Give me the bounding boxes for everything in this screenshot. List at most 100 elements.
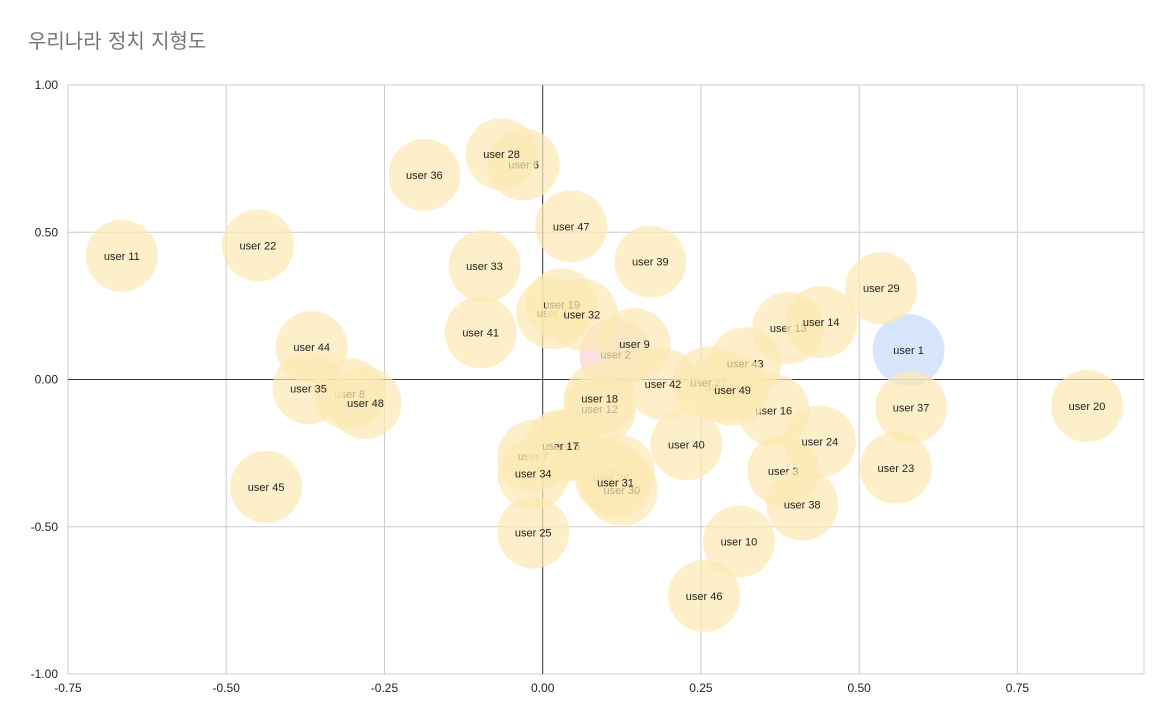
data-point: user 20	[1051, 370, 1124, 443]
data-point: user 44	[275, 311, 348, 384]
point-label: user 1	[893, 345, 924, 357]
point-bubble	[563, 362, 636, 435]
data-point: user 45	[230, 450, 303, 523]
y-tick-label: 0.00	[35, 373, 59, 387]
data-point: user 1	[872, 314, 945, 387]
point-bubble	[579, 446, 652, 519]
point-label: user 31	[597, 478, 634, 490]
point-label: user 34	[515, 469, 552, 481]
point-label: user 35	[290, 383, 327, 395]
point-bubble	[465, 118, 538, 191]
point-bubble	[872, 314, 945, 387]
y-tick-label: 0.50	[35, 225, 59, 239]
point-label: user 22	[240, 241, 277, 253]
point-label: user 36	[406, 170, 443, 182]
point-bubble	[785, 286, 858, 359]
point-label: user 14	[803, 317, 840, 329]
tick-labels: -0.75 -0.50 -0.25 0.00 0.25 0.50 0.75 1.00 0.50 0…	[31, 78, 1030, 695]
point-bubble	[702, 505, 775, 578]
point-label: user 49	[714, 385, 751, 397]
point-label: user 48	[347, 398, 384, 410]
data-point: user 42	[626, 347, 699, 420]
data-point: user 46	[668, 559, 741, 632]
y-tick-label: 1.00	[35, 78, 59, 92]
point-bubble	[329, 367, 402, 440]
data-point: user 11	[85, 219, 158, 292]
y-tick-label: -1.00	[31, 667, 59, 681]
point-label: user 37	[893, 402, 930, 414]
data-point: user 14	[785, 286, 858, 359]
point-label: user 42	[645, 379, 682, 391]
data-point: user 49	[696, 353, 769, 426]
data-point: user 22	[221, 209, 294, 282]
data-point: user 33	[448, 230, 521, 303]
point-bubble	[448, 230, 521, 303]
x-tick-label: -0.25	[371, 681, 399, 695]
data-point: user 41	[444, 296, 517, 369]
point-bubble	[230, 450, 303, 523]
data-point: user 48	[329, 367, 402, 440]
point-label: user 39	[632, 257, 669, 269]
x-tick-label: 0.00	[531, 681, 555, 695]
data-point: user 28	[465, 118, 538, 191]
point-bubble	[221, 209, 294, 282]
x-tick-label: -0.75	[54, 681, 82, 695]
point-label: user 29	[863, 283, 900, 295]
point-label: user 16	[755, 405, 792, 417]
point-label: user 28	[483, 149, 520, 161]
point-bubble	[614, 225, 687, 298]
point-bubble	[696, 353, 769, 426]
x-tick-label: -0.50	[213, 681, 241, 695]
data-point: user 37	[875, 371, 948, 444]
data-point: user 40	[650, 408, 723, 481]
point-bubble	[650, 408, 723, 481]
point-bubble	[766, 468, 839, 541]
point-bubble	[545, 278, 618, 351]
point-bubble	[444, 296, 517, 369]
point-bubble	[388, 138, 461, 211]
point-label: user 44	[293, 342, 330, 354]
point-bubble	[783, 405, 856, 478]
point-label: user 40	[668, 439, 705, 451]
point-bubble	[275, 311, 348, 384]
point-bubble	[497, 437, 570, 510]
chart-title: 우리나라 정치 지형도	[28, 29, 206, 53]
data-point: user 24	[783, 405, 856, 478]
x-tick-label: 0.50	[847, 681, 871, 695]
point-label: user 18	[581, 394, 618, 406]
point-label: user 25	[515, 528, 552, 540]
point-bubble	[626, 347, 699, 420]
point-label: user 45	[248, 482, 285, 494]
point-label: user 46	[686, 591, 723, 603]
point-bubble	[535, 190, 608, 263]
data-point: user 34	[497, 437, 570, 510]
point-bubble	[859, 431, 932, 504]
point-bubble	[497, 496, 570, 569]
data-point: user 10	[702, 505, 775, 578]
point-label: user 32	[564, 310, 601, 322]
data-point: user 32	[545, 278, 618, 351]
data-point: user 23	[859, 431, 932, 504]
point-label: user 24	[802, 436, 839, 448]
point-label: user 11	[104, 251, 140, 263]
point-label: user 38	[784, 500, 821, 512]
point-bubble	[875, 371, 948, 444]
point-bubble	[1051, 370, 1124, 443]
data-point: user 39	[614, 225, 687, 298]
data-point: user 31	[579, 446, 652, 519]
x-tick-label: 0.25	[689, 681, 713, 695]
data-point: user 47	[535, 190, 608, 263]
y-tick-label: -0.50	[31, 520, 59, 534]
data-point: user 18	[563, 362, 636, 435]
data-point: user 36	[388, 138, 461, 211]
point-label: user 23	[878, 463, 915, 475]
point-label: user 20	[1069, 401, 1106, 413]
x-tick-label: 0.75	[1006, 681, 1030, 695]
data-point: user 38	[766, 468, 839, 541]
data-point: user 25	[497, 496, 570, 569]
point-bubble	[668, 559, 741, 632]
point-bubble	[845, 252, 918, 325]
point-label: user 47	[553, 221, 590, 233]
